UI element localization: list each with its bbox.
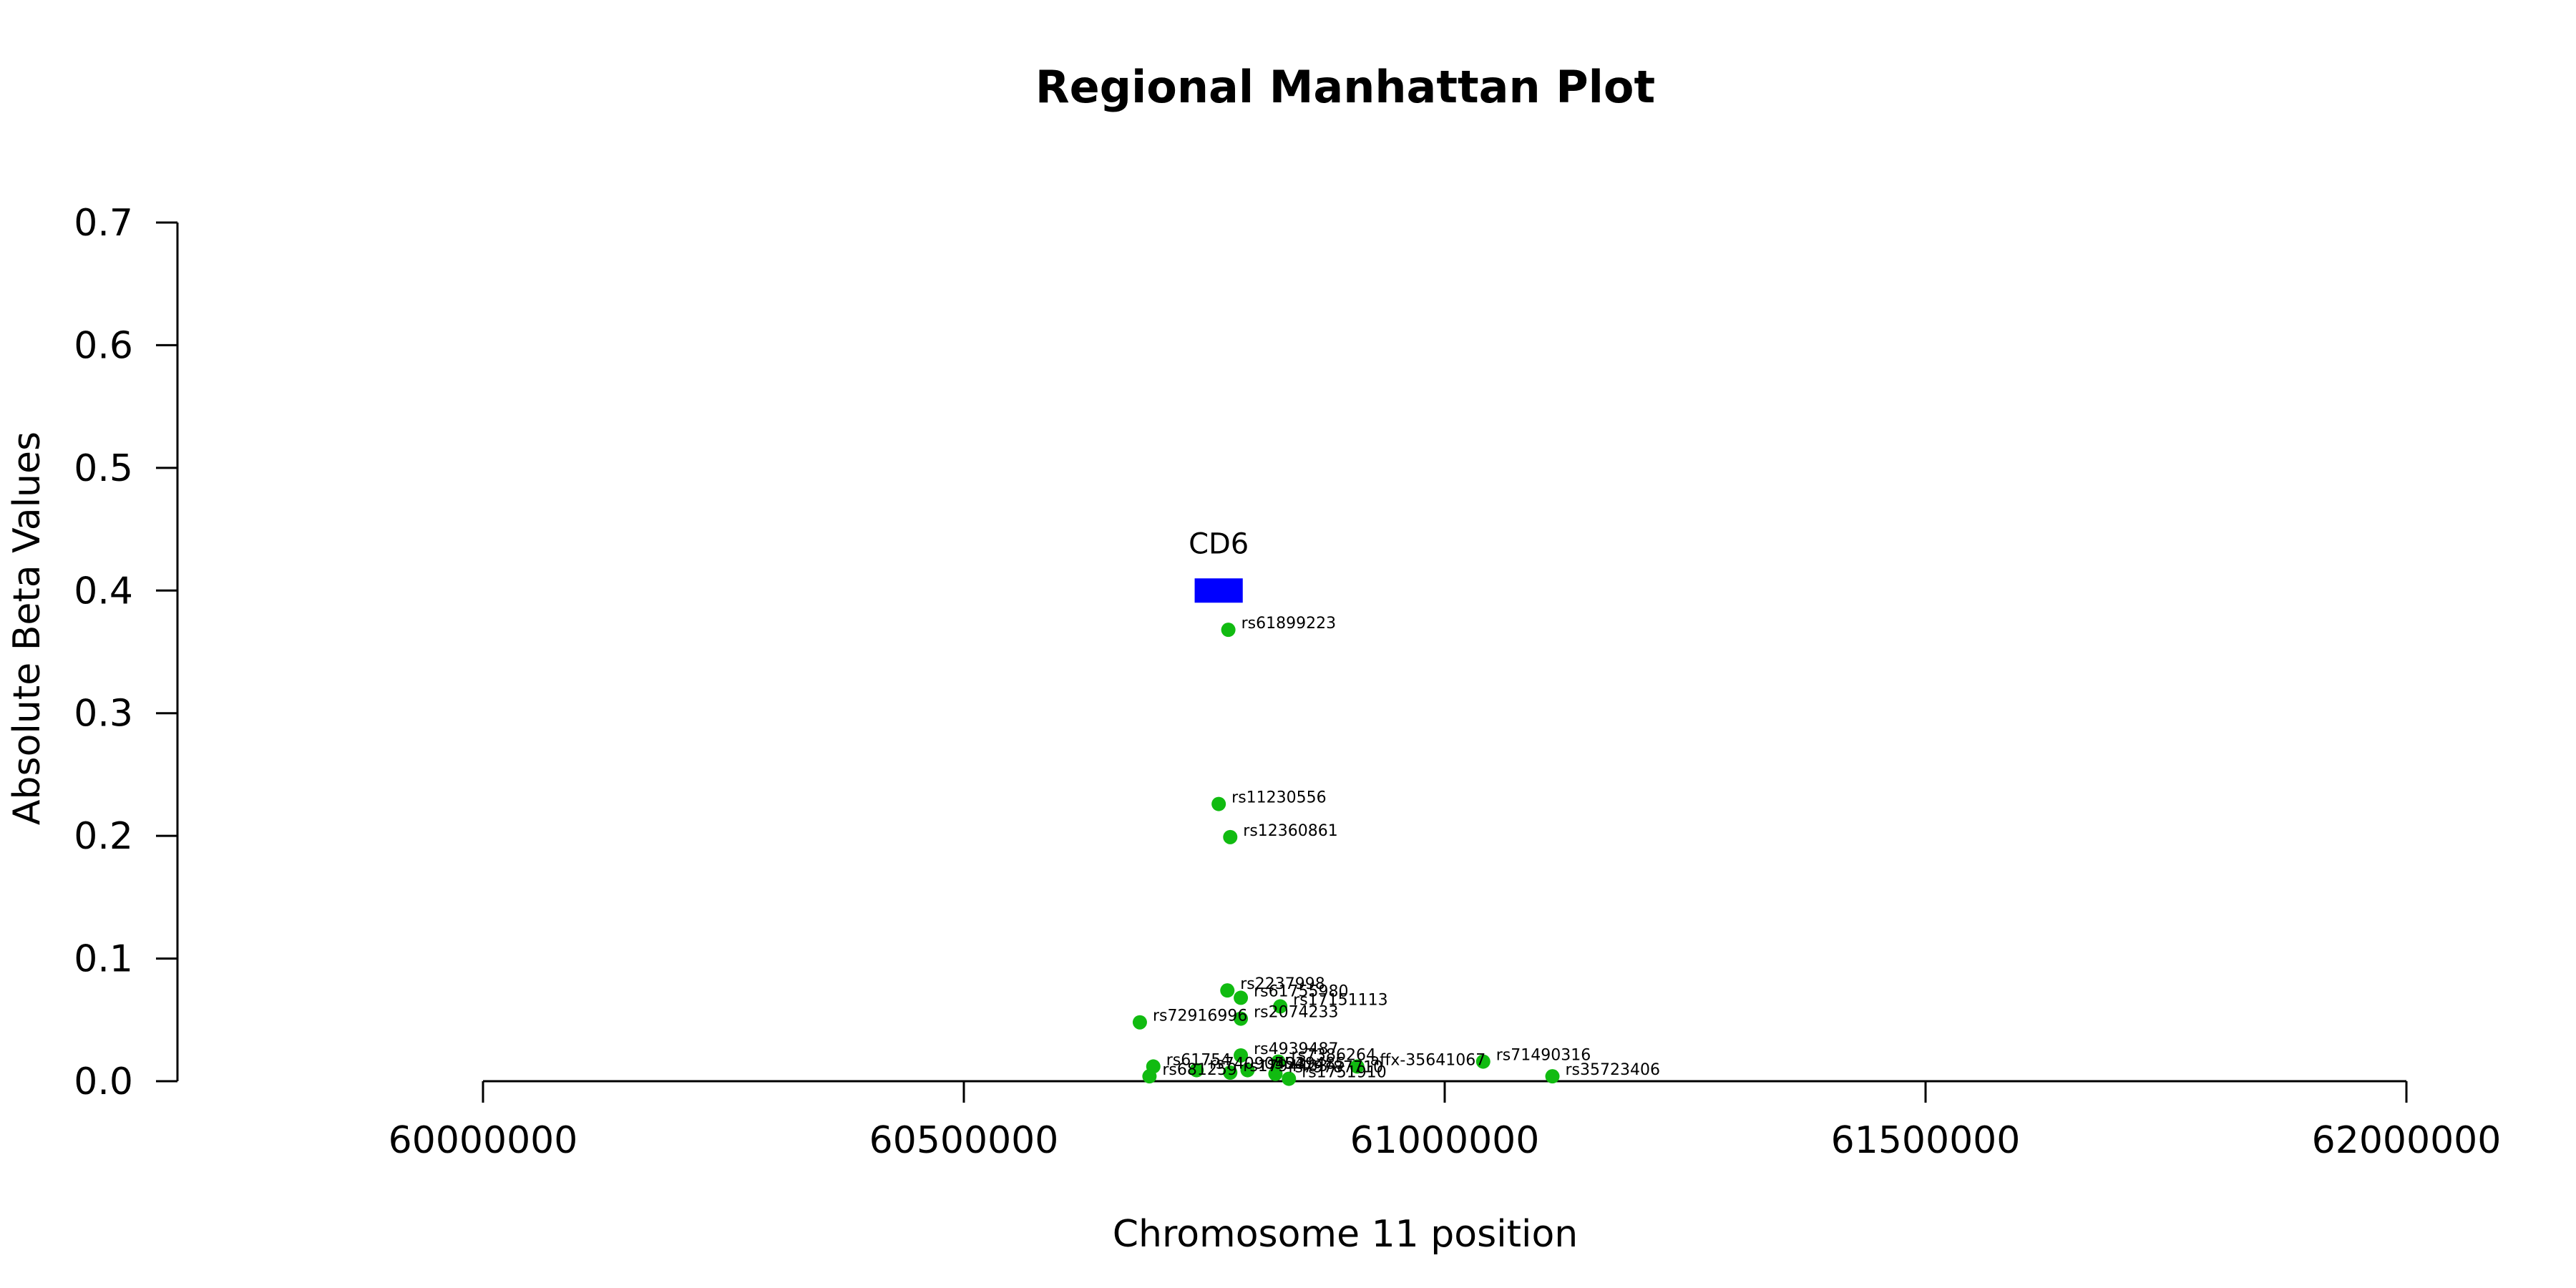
snp-point xyxy=(1142,1069,1157,1084)
snp-label: rs2237998 xyxy=(1240,975,1325,993)
snp-point xyxy=(1189,1063,1204,1078)
y-tick-label: 0.3 xyxy=(74,693,133,736)
snp-point xyxy=(1545,1069,1560,1084)
y-tick-label: 0.1 xyxy=(74,938,133,981)
y-tick-label: 0.5 xyxy=(74,447,133,490)
snp-point xyxy=(1132,1015,1147,1030)
snp-point xyxy=(1221,623,1236,638)
snp-point xyxy=(1223,1065,1238,1080)
snp-label: rs79787710 xyxy=(1288,1059,1382,1077)
snp-point xyxy=(1273,999,1288,1014)
snp-label: rs2074233 xyxy=(1254,1004,1339,1022)
snp-label: affx-35641067 xyxy=(1370,1051,1486,1069)
y-tick-label: 0.2 xyxy=(74,815,133,858)
snp-point xyxy=(1220,983,1235,998)
x-tick-label: 62000000 xyxy=(2312,1119,2502,1162)
snp-label: rs61754 xyxy=(1166,1051,1231,1069)
snp-point xyxy=(1211,796,1226,811)
x-tick-label: 60500000 xyxy=(869,1119,1059,1162)
snp-label: rs7386264 xyxy=(1291,1047,1376,1065)
x-axis-title: Chromosome 11 position xyxy=(1113,1213,1579,1256)
snp-label: rs1794403 xyxy=(1243,1058,1328,1075)
y-tick-label: 0.6 xyxy=(74,324,133,367)
snp-label: rs71490316 xyxy=(1496,1047,1591,1065)
snp-point xyxy=(1234,990,1249,1005)
snp-point xyxy=(1475,1054,1491,1069)
y-tick-label: 0.7 xyxy=(74,202,133,245)
snp-point xyxy=(1223,829,1238,844)
x-tick-label: 61000000 xyxy=(1350,1119,1540,1162)
snp-label: rs74090554 xyxy=(1209,1055,1304,1073)
snp-label: rs61755980 xyxy=(1254,982,1348,1000)
snp-label: rs35723406 xyxy=(1566,1061,1660,1079)
gene-label: CD6 xyxy=(1189,527,1249,560)
snp-point xyxy=(1234,1048,1249,1063)
gene-track: CD6 xyxy=(1189,527,1249,603)
gene-bar-cd6 xyxy=(1194,578,1243,603)
snp-label: rs11230556 xyxy=(1231,789,1326,807)
snp-label: rs12360861 xyxy=(1243,822,1337,840)
snp-label: rs4939485 xyxy=(1260,1055,1345,1073)
snp-point xyxy=(1240,1063,1255,1078)
snp-point xyxy=(1268,1066,1283,1081)
x-tick-label: 60000000 xyxy=(389,1119,578,1162)
snp-point xyxy=(1350,1059,1365,1074)
snp-label: rs61899223 xyxy=(1241,615,1336,633)
x-axis: 60000000 60500000 61000000 61500000 62000000 xyxy=(389,1080,2502,1162)
y-axis-title: Absolute Beta Values xyxy=(6,431,49,825)
y-tick-label: 0.4 xyxy=(74,570,133,613)
snp-label: rs17151113 xyxy=(1293,991,1387,1009)
chart-title: Regional Manhattan Plot xyxy=(1035,61,1655,113)
y-axis: 0.0 0.1 0.2 0.3 0.4 0.5 0.6 0.7 xyxy=(74,202,179,1103)
snp-labels: rs61899223rs11230556rs12360861rs2237998r… xyxy=(1153,615,1660,1081)
snp-point xyxy=(1234,1011,1249,1026)
y-tick-label: 0.0 xyxy=(74,1060,133,1103)
snp-label: rs4939487 xyxy=(1254,1040,1339,1058)
snp-point xyxy=(1271,1054,1286,1069)
snp-label: rs72916996 xyxy=(1153,1008,1247,1025)
snp-point xyxy=(1282,1071,1297,1086)
snp-points xyxy=(1132,623,1560,1086)
x-tick-label: 61500000 xyxy=(1831,1119,2021,1162)
snp-label: rs1751910 xyxy=(1302,1064,1387,1082)
snp-label: rs681259 xyxy=(1162,1061,1237,1079)
